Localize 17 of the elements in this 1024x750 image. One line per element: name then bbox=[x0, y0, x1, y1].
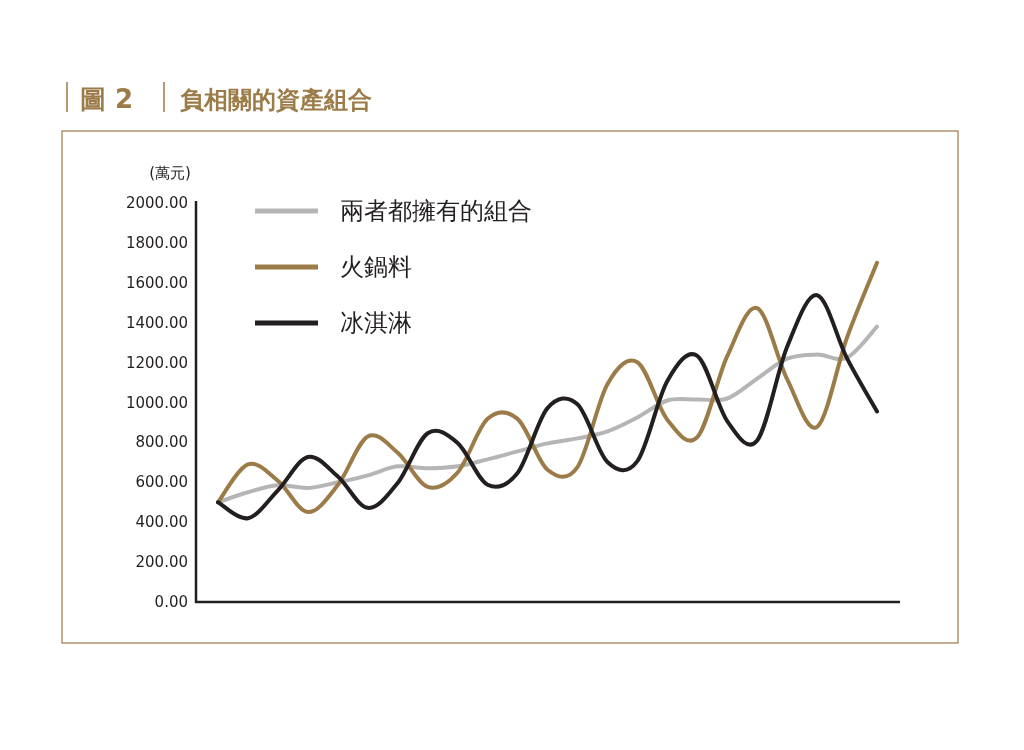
legend-label: 冰淇淋 bbox=[340, 309, 412, 337]
y-tick-label: 400.00 bbox=[135, 513, 188, 532]
y-tick-label: 2000.00 bbox=[125, 194, 188, 212]
y-tick-label: 1800.00 bbox=[125, 233, 188, 252]
legend-label: 兩者都擁有的組合 bbox=[340, 197, 532, 225]
y-tick-label: 1600.00 bbox=[125, 273, 188, 292]
y-tick-label: 600.00 bbox=[135, 473, 188, 492]
y-axis-title: (萬元) bbox=[149, 164, 191, 182]
legend-label: 火鍋料 bbox=[340, 253, 412, 281]
y-tick-label: 800.00 bbox=[135, 433, 188, 452]
y-tick-label: 1400.00 bbox=[125, 313, 188, 332]
chart-subtitle: 負相關的資產組合 bbox=[180, 86, 372, 114]
y-tick-label: 1200.00 bbox=[125, 353, 188, 372]
y-tick-label: 0.00 bbox=[154, 593, 188, 611]
y-tick-label: 1000.00 bbox=[125, 393, 188, 412]
y-tick-label: 200.00 bbox=[135, 553, 188, 572]
chart-title: 圖 2 bbox=[80, 84, 134, 114]
